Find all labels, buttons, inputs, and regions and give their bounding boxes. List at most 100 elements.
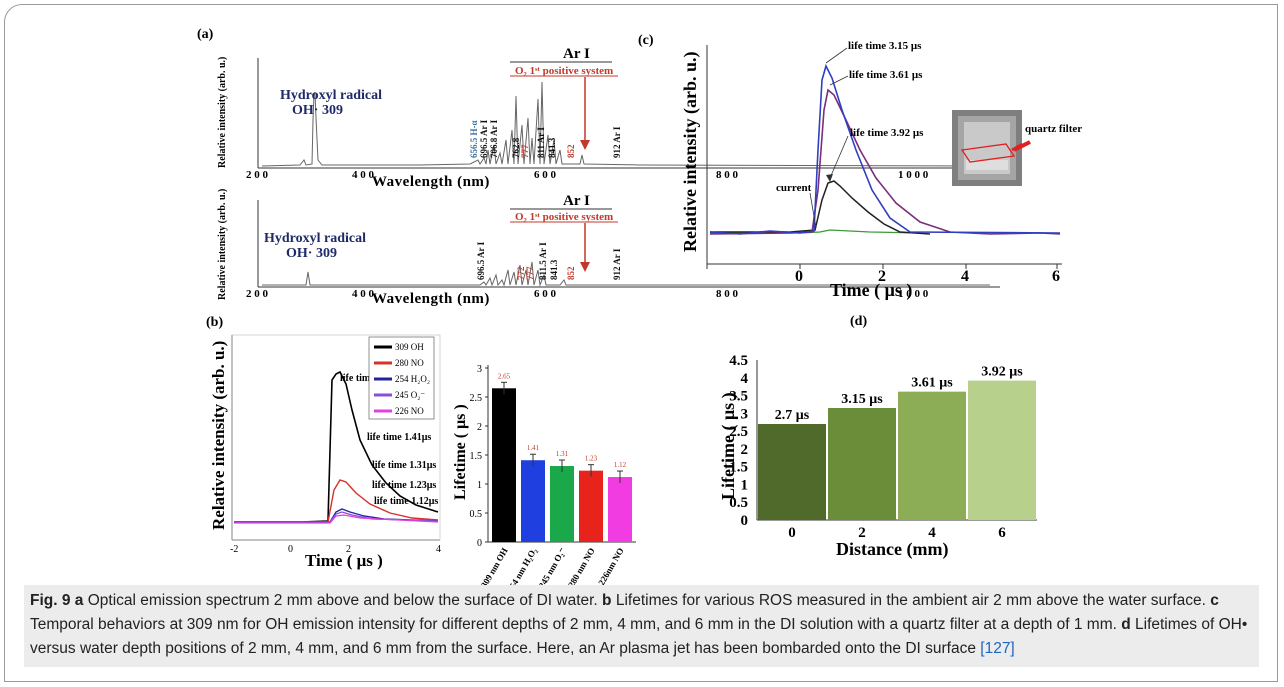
spectrum-bottom-xlabel: Wavelength (nm) (372, 291, 490, 307)
spectrum-top-ticks: 2 0 0 4 0 0 6 0 0 8 0 0 1 0 0 0 (246, 169, 929, 181)
legend-label: 245 O₂⁻ (395, 390, 425, 400)
figure-caption: Fig. 9 a Optical emission spectrum 2 mm … (24, 585, 1259, 667)
b-lifetime-label: life time 1.12μs (374, 496, 438, 507)
spectrum-top-ylabel: Relative intensity (arb. u.) (217, 57, 228, 168)
b-bar-ytick: 0 (477, 538, 482, 549)
panel-d-label: (d) (850, 314, 867, 329)
d-ytick-label: 3 (741, 406, 749, 422)
d-ytick-label: 1 (741, 477, 749, 493)
panel-b-legend-items: 309 OH 280 NO 254 H₂O₂ 245 O₂⁻ 226 NO (374, 342, 430, 416)
spectrum-tick-label: 1 0 0 0 (898, 288, 929, 300)
d-ytick-label: 0 (741, 513, 749, 529)
trace-280-no (234, 479, 439, 523)
spectrum-bottom-peak-labels: 696.5 Ar I 772 777 811.5 Ar I 841.3 852 912 Ar… (476, 241, 622, 280)
oh-peak-top: OH· 309 (292, 103, 343, 118)
caption-key-b: b (602, 592, 612, 609)
b-lifetime-label: life time 1.41μs (367, 432, 431, 443)
b-xtick-label: -2 (230, 544, 238, 555)
panel-c-label: (c) (638, 33, 654, 48)
caption-fig-lead: Fig. 9 (30, 592, 71, 609)
peak-label: 841.3 (549, 259, 559, 280)
spectrum-bottom-trace (262, 261, 990, 287)
panel-c-xticks: 0 2 4 6 (795, 264, 1060, 285)
b-bar-category: 309 nm OH (479, 546, 510, 590)
quartz-filter-arrow (1013, 140, 1031, 152)
figure-frame (4, 4, 1278, 682)
spectrum-tick-label: 8 0 0 (716, 288, 739, 300)
d-ytick-label: 4.5 (729, 353, 748, 369)
c-lifetime-label: life time 3.92 μs (850, 127, 924, 139)
spectrum-bottom: Relative intensity (arb. u.) 2 0 0 4 0 0 6… (217, 189, 1000, 307)
d-bar (828, 408, 896, 520)
oh-title-bottom: Hydroxyl radical (264, 231, 366, 246)
b-xtick-label: 4 (436, 544, 441, 555)
c-xtick-label: 4 (961, 268, 969, 285)
legend-label: 254 H₂O₂ (395, 374, 430, 384)
b-xtick-label: 0 (288, 544, 293, 555)
spectrum-tick-label: 2 0 0 (246, 288, 269, 300)
oh-peak-bottom: OH· 309 (286, 246, 337, 261)
caption-text-d: Lifetimes of OH• versus water depth posi… (30, 616, 1248, 657)
caption-reference-link[interactable]: [127] (980, 640, 1015, 657)
b-bar (579, 470, 603, 542)
o2-label-top: O₂ 1ˢᵗ positive system (515, 65, 613, 77)
oh-title-top: Hydroxyl radical (280, 88, 382, 103)
spectrum-bottom-ylabel: Relative intensity (arb. u.) (217, 189, 228, 300)
b-bar (492, 388, 516, 542)
peak-label: 696.5 Ar I (476, 241, 486, 280)
d-bar-value-label: 3.61 μs (911, 376, 953, 391)
c-xtick-label: 0 (795, 268, 803, 285)
panel-d: (d) Lifetime ( μs ) Distance (mm) 0 0.5 11… (718, 314, 1037, 560)
peak-label: 841.3 (547, 137, 557, 158)
caption-key-c: c (1210, 592, 1219, 609)
current-label: current (776, 182, 812, 194)
spectrum-tick-label: 4 0 0 (352, 169, 375, 181)
peak-label: 912 Ar I (612, 248, 622, 280)
spectrum-top-trace (261, 81, 991, 167)
b-bar-ytick: 0.5 (470, 509, 483, 520)
spectrum-tick-label: 6 0 0 (534, 288, 557, 300)
trace-309-oh (234, 370, 439, 523)
d-ytick-label: 3.5 (729, 389, 748, 405)
legend-label: 280 NO (395, 358, 424, 368)
panel-c-xlabel: Time ( μs ) (830, 280, 912, 301)
legend-label: 226 NO (395, 406, 424, 416)
panel-b-xlabel: Time ( μs ) (305, 551, 383, 570)
peak-label: 852 (566, 266, 576, 280)
b-bar-value-label: 2.65 (498, 372, 511, 380)
d-xtick-label: 0 (788, 525, 796, 541)
caption-text-a: Optical emission spectrum 2 mm above and… (83, 592, 603, 609)
peak-label: 811 Ar I (536, 127, 546, 158)
panel-b: (b) Relative intensity (arb. u.) -2 0 2 4 T… (206, 315, 636, 594)
panel-d-xlabel: Distance (mm) (836, 539, 948, 560)
spectrum-top: Relative intensity (arb. u.) 2 0 0 4 0 0 6… (217, 46, 1000, 190)
b-bar-ytick: 3 (477, 364, 482, 375)
panel-d-ylabel: Lifetime ( μs ) (718, 392, 739, 500)
panel-c: (c) Relative intensity (arb. u.) 0 2 4 6 Ti… (638, 33, 1082, 301)
peak-label: 852 (566, 144, 576, 158)
b-bar-value-label: 1.31 (556, 450, 569, 458)
c-xtick-label: 6 (1052, 268, 1060, 285)
spectrum-top-peak-labels: 656.5 H-α 696.5 Ar I 706.8 Ar I 762.8 777 811… (469, 119, 622, 158)
legend-label: 309 OH (395, 342, 424, 352)
panel-b-xticks: -2 0 2 4 (230, 544, 441, 555)
trace-226-no (234, 514, 439, 524)
b-bar-category: 245 nm O₂⁻ (537, 546, 568, 590)
b-bar-value-label: 1.23 (585, 455, 598, 463)
ar-header-top: Ar I (563, 46, 590, 62)
b-lifetime-label: life time 1.23μs (372, 480, 436, 491)
d-ytick-label: 0.5 (729, 495, 748, 511)
b-bar-value-label: 1.41 (527, 444, 540, 452)
caption-key-a: a (74, 592, 84, 609)
b-lifetime-label: life time 1.31μs (372, 460, 436, 471)
spectrum-bottom-ticks: 2 0 0 4 0 0 6 0 0 8 0 0 1 0 0 0 (246, 288, 929, 300)
d-ytick-label: 2 (741, 442, 749, 458)
d-xtick-label: 2 (858, 525, 866, 541)
trace-3.15 (709, 63, 1061, 235)
peak-label: 656.5 H-α (469, 120, 479, 158)
d-ytick-label: 2.5 (729, 424, 748, 440)
d-bar (968, 380, 1036, 520)
spectrum-tick-label: 1 0 0 0 (898, 169, 929, 181)
